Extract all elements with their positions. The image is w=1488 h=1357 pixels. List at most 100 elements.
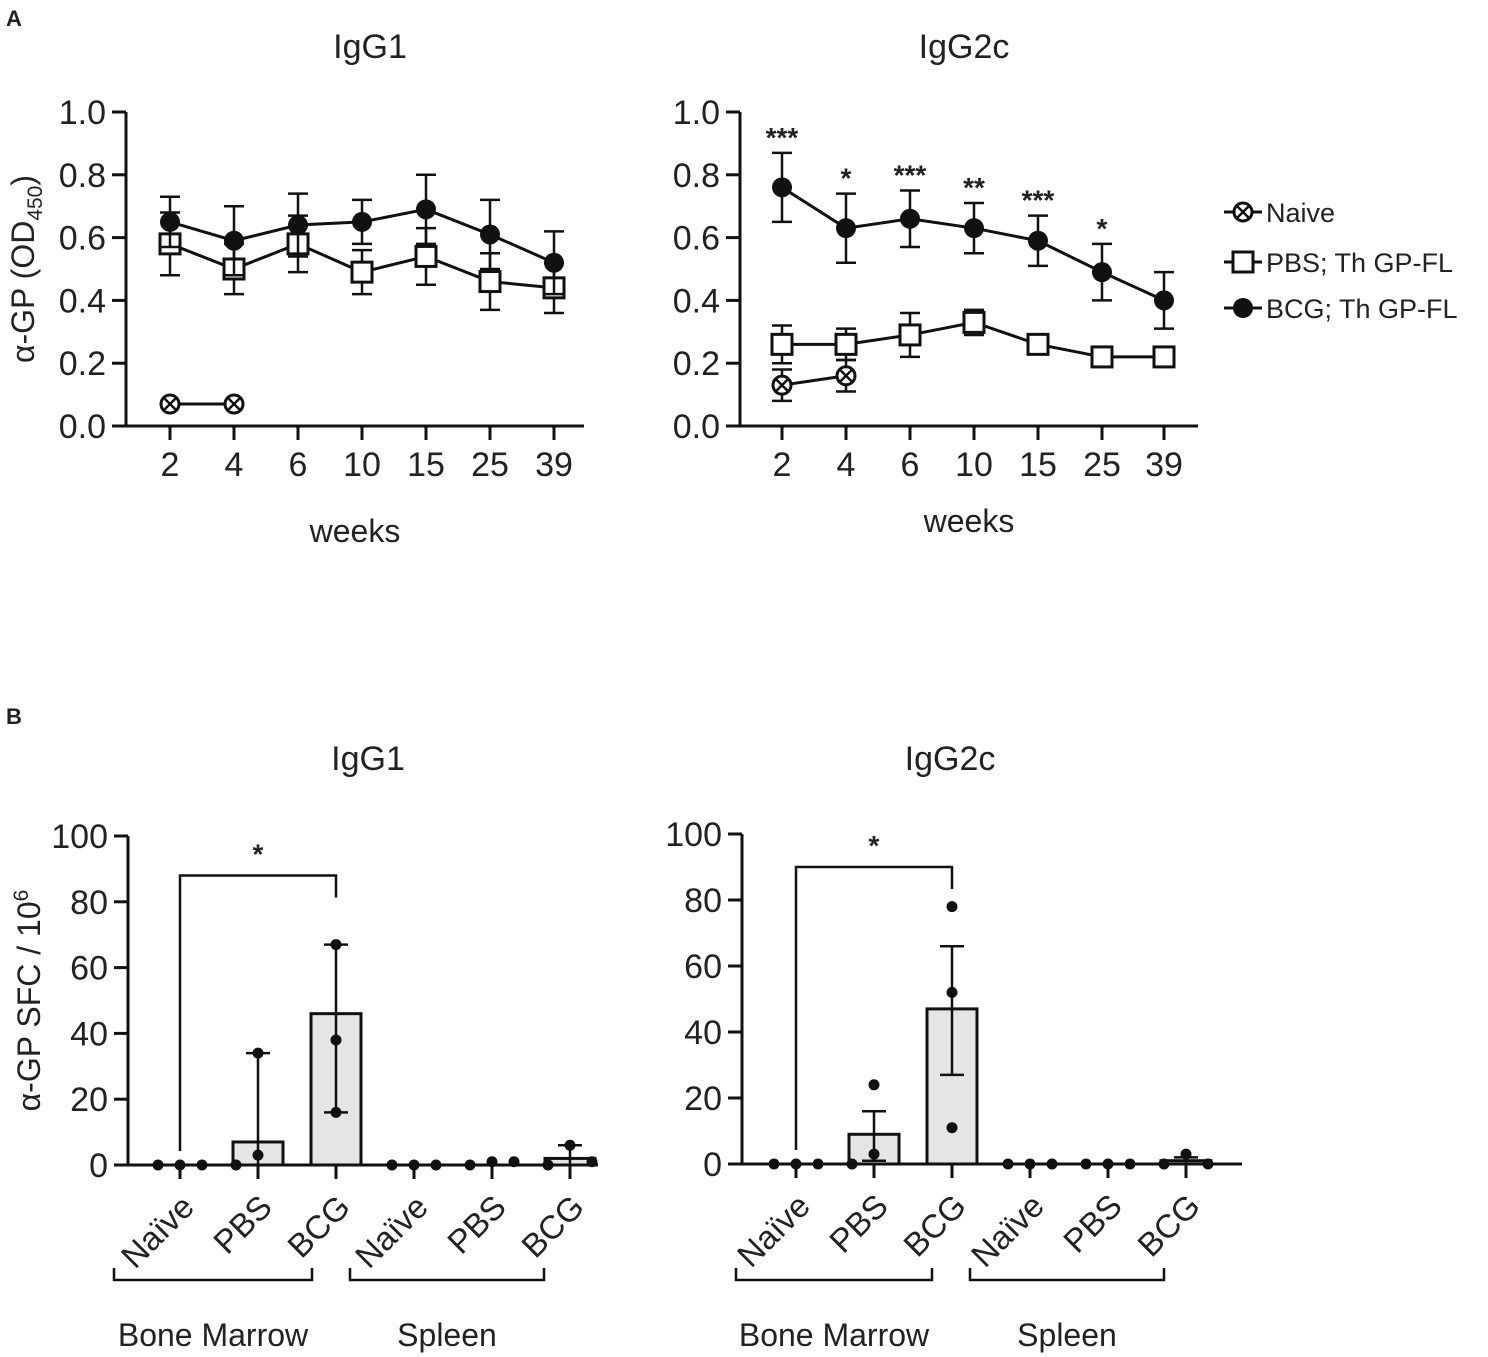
panel-label-a: A bbox=[6, 6, 22, 31]
group-bracket bbox=[968, 1268, 1166, 1282]
data-point bbox=[159, 393, 181, 415]
chart-title: IgG1 bbox=[331, 740, 405, 778]
x-tick-label: 25 bbox=[471, 446, 509, 484]
data-point bbox=[868, 1079, 880, 1091]
data-point bbox=[544, 252, 564, 273]
data-point bbox=[508, 1156, 520, 1168]
y-axis-label: α-GP SFC / 106 bbox=[10, 890, 47, 1112]
x-tick-label: 25 bbox=[1083, 446, 1121, 484]
significance-label: * bbox=[869, 830, 880, 861]
series-pbs bbox=[158, 211, 566, 315]
data-point bbox=[846, 1158, 858, 1170]
significance-label: *** bbox=[894, 160, 927, 191]
y-tick-label: 20 bbox=[70, 1081, 108, 1119]
x-tick-label: 6 bbox=[289, 446, 308, 484]
y-tick-label: 80 bbox=[684, 882, 722, 920]
data-point bbox=[898, 323, 922, 347]
x-category-label: Naïve bbox=[964, 1187, 1051, 1274]
data-point bbox=[946, 1122, 958, 1134]
data-point bbox=[772, 177, 792, 198]
data-point bbox=[1180, 1148, 1192, 1160]
legend-item-pbs: PBS; Th GP-FL bbox=[1224, 248, 1453, 278]
data-point bbox=[330, 939, 342, 951]
x-category-label: PBS bbox=[440, 1188, 513, 1261]
data-point bbox=[330, 1106, 342, 1118]
data-point bbox=[1046, 1158, 1058, 1170]
chart-title: IgG1 bbox=[333, 28, 407, 66]
x-tick-label: 4 bbox=[837, 446, 856, 484]
open-square-icon bbox=[1231, 250, 1255, 274]
series-naive bbox=[771, 358, 857, 403]
y-tick-label: 60 bbox=[684, 948, 722, 986]
data-point bbox=[868, 1148, 880, 1160]
data-point bbox=[152, 1159, 164, 1171]
y-tick-label: 1.0 bbox=[673, 94, 720, 132]
y-tick-label: 0 bbox=[89, 1147, 108, 1185]
group-bracket bbox=[734, 1268, 934, 1282]
y-axis-label: α-GP (OD450) bbox=[5, 175, 47, 363]
y-tick-label: 0.0 bbox=[673, 408, 720, 446]
line-chart-a1: 0.0 0.2 0.4 0.6 0.8 1.0 2 4 6 10 15 25 39 IgG1 weeks α-… bbox=[5, 28, 584, 549]
data-point bbox=[352, 211, 372, 232]
marker-cross bbox=[839, 368, 853, 383]
significance-label: ** bbox=[963, 172, 985, 203]
data-point bbox=[768, 1158, 780, 1170]
circle-x-icon bbox=[1232, 201, 1254, 223]
panel-label-b: B bbox=[6, 704, 22, 729]
x-category-label: BCG bbox=[514, 1188, 591, 1265]
marker-cross bbox=[163, 397, 177, 411]
legend: Naive PBS; Th GP-FL BCG; Th GP-FL bbox=[1224, 198, 1458, 324]
data-point bbox=[564, 1139, 576, 1151]
data-point bbox=[812, 1158, 824, 1170]
data-point bbox=[1002, 1158, 1014, 1170]
group-label: Bone Marrow bbox=[739, 1317, 930, 1353]
x-tick-label: 10 bbox=[343, 446, 381, 484]
data-point bbox=[174, 1159, 186, 1171]
data-point bbox=[430, 1159, 442, 1171]
data-point bbox=[230, 1159, 242, 1171]
x-tick-label: 15 bbox=[407, 446, 445, 484]
significance-label: * bbox=[253, 838, 264, 869]
series-naive bbox=[159, 393, 245, 415]
marker-cross bbox=[227, 397, 241, 411]
x-category-label: PBS bbox=[206, 1188, 279, 1261]
legend-item-naive: Naive bbox=[1224, 198, 1335, 228]
x-category-label: Naïve bbox=[348, 1188, 435, 1275]
data-point bbox=[1092, 262, 1112, 283]
x-axis-label: weeks bbox=[923, 503, 1015, 539]
y-tick-label: 0.4 bbox=[59, 282, 106, 320]
data-point bbox=[224, 230, 244, 251]
y-tick-label: 0.2 bbox=[59, 345, 106, 383]
group-label: Spleen bbox=[1017, 1317, 1117, 1353]
x-tick-label: 39 bbox=[1145, 446, 1183, 484]
x-tick-label: 6 bbox=[901, 446, 920, 484]
data-point bbox=[223, 393, 245, 415]
y-tick-label: 0.6 bbox=[673, 220, 720, 258]
data-point bbox=[196, 1159, 208, 1171]
data-point bbox=[288, 215, 308, 236]
y-tick-label: 0.4 bbox=[673, 282, 720, 320]
data-point bbox=[542, 1159, 554, 1171]
series-line bbox=[781, 374, 847, 387]
data-point bbox=[1202, 1158, 1214, 1170]
y-tick-label: 100 bbox=[665, 816, 722, 854]
y-tick-label: 60 bbox=[70, 950, 108, 988]
data-point bbox=[900, 208, 920, 229]
filled-circle-icon bbox=[1233, 298, 1253, 318]
data-point bbox=[1024, 1158, 1036, 1170]
data-point bbox=[386, 1159, 398, 1171]
x-category-label: PBS bbox=[1056, 1187, 1129, 1260]
group-label: Spleen bbox=[397, 1317, 497, 1353]
data-point bbox=[160, 211, 180, 232]
y-tick-label: 0.2 bbox=[673, 345, 720, 383]
x-tick-label: 15 bbox=[1019, 446, 1057, 484]
x-tick-label: 4 bbox=[225, 446, 244, 484]
data-point bbox=[486, 1156, 498, 1168]
data-point bbox=[586, 1156, 598, 1168]
y-tick-label: 40 bbox=[70, 1015, 108, 1053]
chart-title: IgG2c bbox=[919, 28, 1010, 66]
data-point bbox=[770, 332, 794, 356]
significance-label: * bbox=[1097, 213, 1108, 244]
